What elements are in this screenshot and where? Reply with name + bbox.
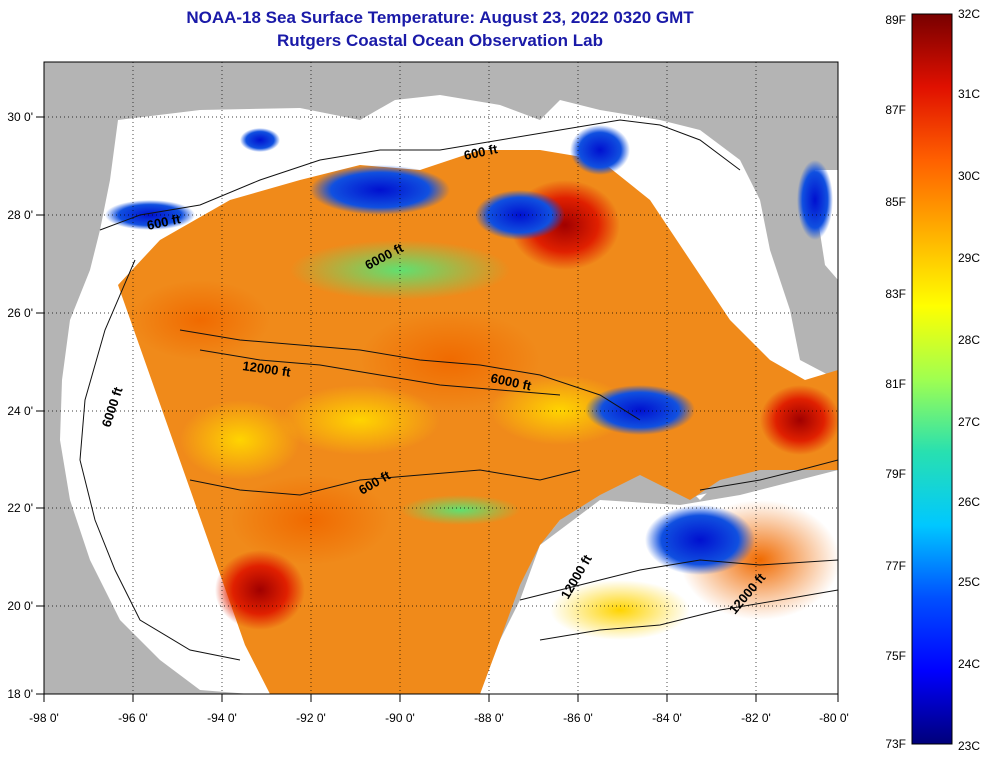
- c-label: 31C: [958, 87, 980, 101]
- florida-land: [740, 62, 838, 330]
- contour-600ft-campeche: [189, 469, 581, 496]
- lon-label: -94 0': [207, 711, 237, 725]
- c-label: 32C: [958, 7, 980, 21]
- bathymetry-contours: [79, 119, 838, 661]
- contour-600ft-shelf: [99, 119, 741, 231]
- map-border: [43, 61, 839, 695]
- lon-label: -82 0': [741, 711, 771, 725]
- contour-cuba-shelf: [699, 459, 838, 491]
- f-label: 73F: [885, 737, 906, 751]
- color-scale-bar: [911, 13, 953, 745]
- contour-label-12000ft-central: 12000 ft: [242, 358, 293, 380]
- map-area: [44, 62, 838, 694]
- colorbar-fahrenheit-labels: 89F 87F 85F 83F 81F 79F 77F 75F 73F: [885, 13, 906, 751]
- c-label: 30C: [958, 169, 980, 183]
- lat-label: 22 0': [7, 501, 33, 515]
- c-label: 24C: [958, 657, 980, 671]
- contour-12000ft: [199, 349, 561, 396]
- colorbar-celsius-labels: 32C 31C 30C 29C 28C 27C 26C 25C 24C 23C: [958, 7, 980, 753]
- graticule: [44, 62, 838, 694]
- lat-label: 30 0': [7, 110, 33, 124]
- f-label: 83F: [885, 287, 906, 301]
- lon-label: -88 0': [474, 711, 504, 725]
- f-label: 81F: [885, 377, 906, 391]
- lat-label: 18 0': [7, 687, 33, 701]
- lon-label: -96 0': [118, 711, 148, 725]
- lon-label: -80 0': [819, 711, 849, 725]
- lon-label: -90 0': [385, 711, 415, 725]
- c-label: 23C: [958, 739, 980, 753]
- lon-label: -84 0': [652, 711, 682, 725]
- map-subtitle: Rutgers Coastal Ocean Observation Lab: [277, 31, 603, 50]
- sst-swath: [105, 125, 838, 694]
- lat-label: 20 0': [7, 599, 33, 613]
- c-label: 25C: [958, 575, 980, 589]
- c-label: 28C: [958, 333, 980, 347]
- c-label: 27C: [958, 415, 980, 429]
- map-title: NOAA-18 Sea Surface Temperature: August …: [186, 8, 694, 27]
- contour-6000ft-central: [179, 329, 641, 421]
- c-label: 26C: [958, 495, 980, 509]
- f-label: 79F: [885, 467, 906, 481]
- f-label: 85F: [885, 195, 906, 209]
- f-label: 77F: [885, 559, 906, 573]
- contour-label-600ft-nw: 600 ft: [146, 211, 183, 233]
- lat-label: 24 0': [7, 404, 33, 418]
- longitude-labels: -98 0' -96 0' -94 0' -92 0' -90 0' -88 0…: [29, 711, 849, 725]
- lon-label: -98 0': [29, 711, 59, 725]
- f-label: 89F: [885, 13, 906, 27]
- contour-caribbean-b: [539, 589, 838, 641]
- c-label: 29C: [958, 251, 980, 265]
- lat-label: 28 0': [7, 208, 33, 222]
- f-label: 87F: [885, 103, 906, 117]
- lon-label: -86 0': [563, 711, 593, 725]
- f-label: 75F: [885, 649, 906, 663]
- lat-label: 26 0': [7, 306, 33, 320]
- contour-caribbean-a: [519, 559, 838, 601]
- lon-label: -92 0': [296, 711, 326, 725]
- contour-label-600ft-north: 600 ft: [463, 141, 500, 163]
- latitude-labels: 30 0' 28 0' 26 0' 24 0' 22 0' 20 0' 18 0…: [7, 110, 33, 701]
- axis-ticks: [36, 116, 839, 702]
- contour-6000ft-west: [79, 259, 241, 661]
